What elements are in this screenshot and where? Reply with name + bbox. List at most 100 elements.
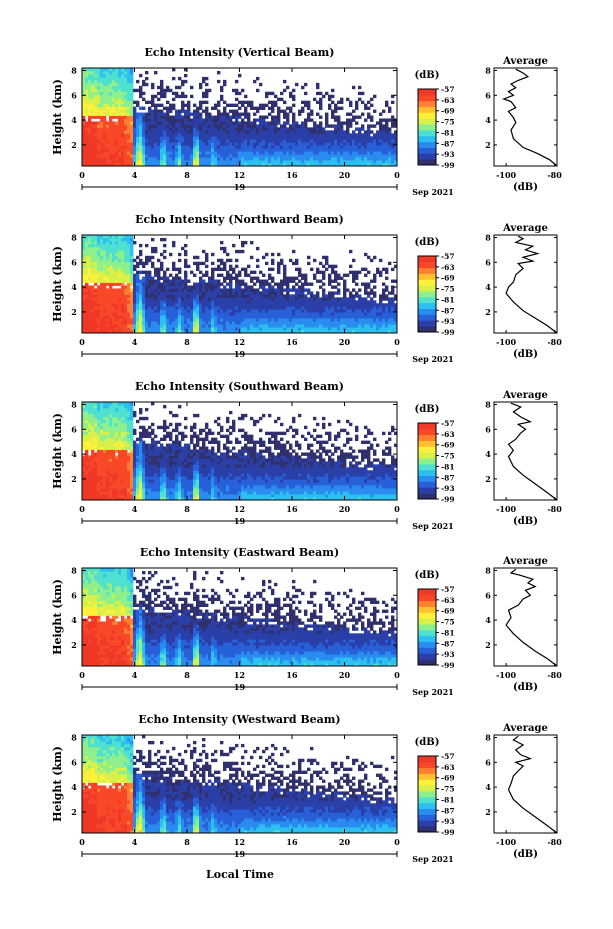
heatmap-cell [184,309,188,313]
heatmap-cell [181,118,185,122]
heatmap-cell [163,124,167,128]
heatmap-cell [127,70,131,75]
heatmap-cell [166,148,170,152]
heatmap-cell [208,145,212,149]
heatmap-cell [133,121,137,125]
heatmap-cell [247,148,251,152]
heatmap-cell [118,68,122,72]
heatmap-cell [388,261,392,266]
heatmap-cell [166,118,170,122]
heatmap-cell [316,151,320,155]
heatmap-cell [361,327,365,331]
heatmap-cell [289,130,293,134]
heatmap-cell [112,330,116,334]
heatmap-cell [208,130,212,134]
heatmap-cell [241,309,245,313]
heatmap-cell [124,100,128,105]
heatmap-cell [202,282,206,286]
heatmap-cell [112,88,116,93]
heatmap-cell [112,246,116,251]
heatmap-cell [184,163,188,167]
heatmap-cell [238,133,242,137]
heatmap-cell [376,142,380,146]
heatmap-cell [343,133,347,137]
heatmap-cell [301,324,305,328]
heatmap-cell [307,148,311,152]
heatmap-cell [145,285,149,289]
heatmap-cell [283,294,287,298]
heatmap-cell [187,157,191,161]
heatmap-cell [385,157,389,161]
heatmap-cell [253,324,257,328]
heatmap-cell [283,312,287,316]
heatmap-cell [82,297,86,301]
heatmap-cell [244,133,248,137]
heatmap-cell [97,151,101,155]
heatmap-cell [130,309,134,313]
heatmap-cell [187,315,191,319]
heatmap-cell [259,285,263,289]
heatmap-cell [352,133,356,137]
x-tick-label: 0 [79,337,85,347]
heatmap-cell [130,88,134,93]
heatmap-cell [178,154,182,158]
heatmap-cell [349,303,353,307]
heatmap-cell [193,315,197,319]
heatmap-cell [112,142,116,146]
heatmap-cell [214,148,218,152]
heatmap-cell [121,273,125,277]
heatmap-cell [133,160,137,164]
heatmap-cell [166,136,170,140]
heatmap-cell [217,288,221,292]
heatmap-cell [277,154,281,158]
heatmap-cell [202,297,206,301]
x-tick-label: 0 [79,170,85,180]
heatmap-cell [166,327,170,331]
heatmap-cell [202,142,206,146]
heatmap-cell [160,291,164,295]
heatmap-cell [184,112,188,116]
heatmap-cell [310,306,314,310]
heatmap-cell [145,303,149,307]
heatmap-cell [370,139,374,143]
heatmap-cell [94,464,98,468]
heatmap-cell [211,267,215,272]
heatmap-cell [115,327,119,331]
heatmap-cell [85,497,89,501]
heatmap-cell [376,154,380,158]
heatmap-cell [343,279,347,283]
heatmap-cell [235,97,239,102]
heatmap-cell [313,276,317,280]
heatmap-cell [205,312,209,316]
heatmap-cell [121,237,125,242]
heatmap-cell [238,121,242,125]
heatmap-cell [343,285,347,289]
heatmap-cell [316,270,320,275]
heatmap-cell [85,476,89,480]
heatmap-cell [85,237,89,242]
heatmap-cell [103,440,107,444]
heatmap-cell [265,127,269,131]
heatmap-cell [190,154,194,158]
heatmap-cell [94,488,98,492]
heatmap-cell [97,124,101,128]
heatmap-cell [139,291,143,295]
heatmap-cell [181,285,185,289]
heatmap-cell [355,324,359,328]
heatmap-cell [154,318,158,322]
heatmap-cell [187,115,191,119]
heatmap-cell [115,85,119,90]
heatmap-cell [379,324,383,328]
heatmap-cell [379,148,383,152]
heatmap-cell [274,282,278,286]
heatmap-cell [358,315,362,319]
heatmap-cell [160,94,164,99]
heatmap-cell [283,303,287,307]
heatmap-cell [211,133,215,137]
heatmap-cell [181,106,185,110]
heatmap-cell [145,273,149,277]
heatmap-cell [202,279,206,283]
colorbar-tick-label: -57 [441,252,455,261]
heatmap-cell [301,145,305,149]
heatmap-cell [181,151,185,155]
